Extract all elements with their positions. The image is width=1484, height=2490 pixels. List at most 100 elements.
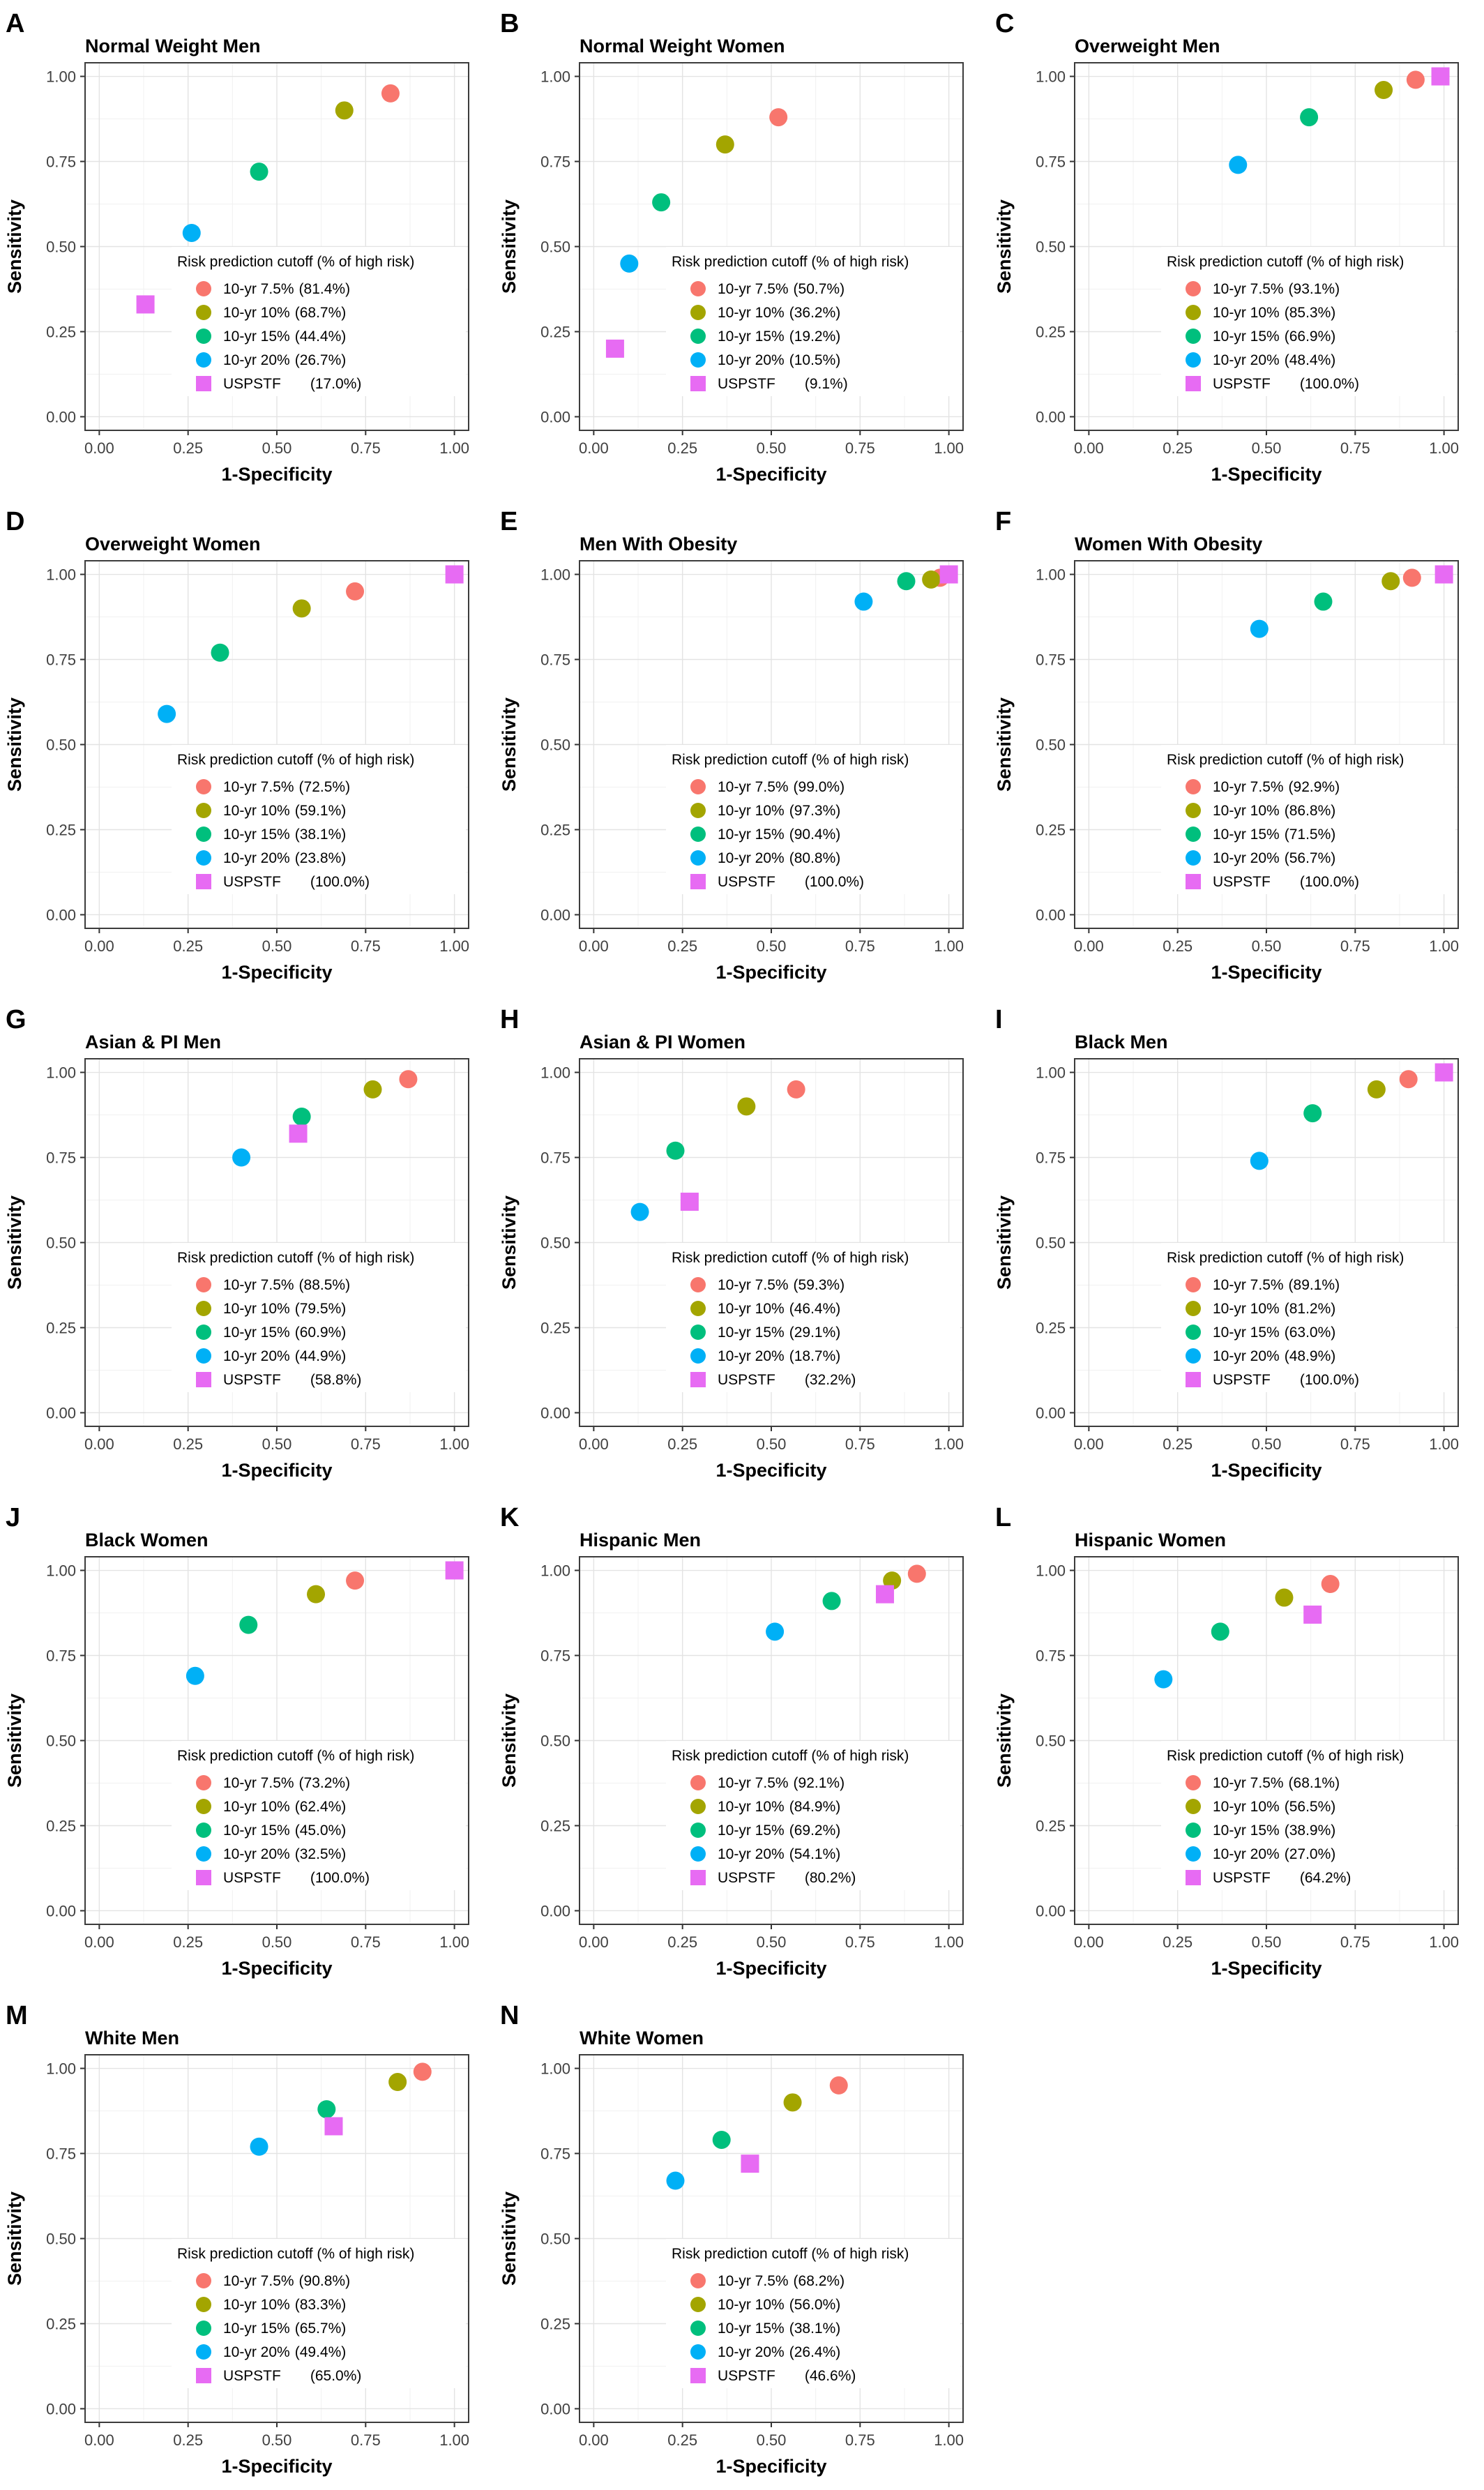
- legend-label: 10-yr 7.5% (68.1%): [1213, 1775, 1340, 1791]
- legend-label: USPSTF (100.0%): [1213, 376, 1359, 392]
- panel-border: [579, 2054, 964, 2423]
- legend-label: 10-yr 7.5% (92.1%): [718, 1775, 845, 1791]
- legend-title: Risk prediction cutoff (% of high risk): [1167, 1748, 1404, 1764]
- y-tick-label: 0.50: [540, 737, 570, 754]
- legend-swatch-circle: [196, 305, 211, 320]
- panel-border: [84, 560, 469, 929]
- panel-title: Men With Obesity: [580, 534, 737, 554]
- legend-label: 10-yr 20% (23.8%): [223, 850, 346, 866]
- legend-swatch-circle: [196, 2297, 211, 2312]
- x-tick-label: 1.00: [934, 2431, 964, 2449]
- x-tick-label: 0.00: [1074, 1933, 1104, 1951]
- legend-label: USPSTF (9.1%): [718, 376, 848, 392]
- y-tick-label: 0.50: [1036, 239, 1066, 256]
- y-tick-label: 0.00: [46, 906, 76, 923]
- x-tick-label: 0.25: [667, 2431, 697, 2449]
- data-point-10-yr-15-: [1300, 108, 1319, 127]
- x-tick-label: 0.00: [579, 937, 609, 955]
- legend-label: 10-yr 10% (81.2%): [1213, 1301, 1335, 1317]
- y-tick-label: 0.75: [46, 1149, 76, 1167]
- data-point-10-yr-20-: [854, 592, 873, 611]
- panel-letter: E: [500, 507, 517, 536]
- legend-label: 10-yr 7.5% (59.3%): [718, 1277, 845, 1293]
- y-tick-label: 1.00: [540, 68, 570, 86]
- legend-label: 10-yr 15% (71.5%): [1213, 827, 1335, 843]
- y-tick-label: 0.50: [540, 1235, 570, 1252]
- legend-swatch-circle: [196, 352, 211, 368]
- legend-label: 10-yr 15% (69.2%): [718, 1823, 840, 1839]
- x-tick-label: 1.00: [1429, 937, 1459, 955]
- x-tick-label: 1.00: [1429, 439, 1459, 457]
- y-tick-label: 0.25: [1036, 1817, 1066, 1834]
- y-tick-label: 0.00: [540, 906, 570, 923]
- panel-I: 0.00 0.00 0.25 0.25 0.50 0.50 0.75 0.75 1.00 1.00…: [990, 996, 1484, 1494]
- y-axis-title: Sensitivity: [4, 697, 25, 792]
- legend-swatch-circle: [1186, 305, 1201, 320]
- legend-title: Risk prediction cutoff (% of high risk): [672, 2246, 909, 2262]
- x-tick-label: 0.75: [351, 439, 381, 457]
- x-tick-label: 0.75: [351, 2431, 381, 2449]
- panel-border: [84, 1556, 469, 1925]
- x-tick-label: 0.00: [84, 1435, 114, 1453]
- legend-label: 10-yr 20% (48.4%): [1213, 352, 1335, 368]
- legend-title: Risk prediction cutoff (% of high risk): [672, 1748, 909, 1764]
- x-tick-label: 0.50: [757, 439, 787, 457]
- data-point-10-yr-7.5-: [1321, 1575, 1340, 1594]
- data-point-10-yr-20-: [1250, 1152, 1269, 1170]
- y-tick-label: 0.75: [1036, 651, 1066, 669]
- y-tick-label: 0.75: [540, 1647, 570, 1665]
- legend-swatch-circle: [690, 352, 706, 368]
- data-point-10-yr-15-: [897, 572, 916, 591]
- y-tick-label: 0.25: [540, 1817, 570, 1834]
- data-point-uspstf: [445, 565, 464, 584]
- data-point-10-yr-20-: [666, 2171, 685, 2190]
- y-tick-label: 0.75: [46, 2145, 76, 2163]
- legend-swatch-square: [1186, 1372, 1201, 1387]
- legend-label: 10-yr 20% (32.5%): [223, 1846, 346, 1862]
- legend-label: 10-yr 7.5% (99.0%): [718, 779, 845, 795]
- legend-label: 10-yr 20% (48.9%): [1213, 1348, 1335, 1364]
- panel-svg-F: 0.00 0.00 0.25 0.25 0.50 0.50 0.75 0.75 1.00 1.00…: [994, 507, 1459, 983]
- data-point-10-yr-20-: [158, 704, 176, 723]
- legend-title: Risk prediction cutoff (% of high risk): [672, 254, 909, 270]
- legend-swatch-circle: [1186, 1775, 1201, 1790]
- y-axis-title: Sensitivity: [499, 2191, 520, 2286]
- y-tick-label: 0.25: [46, 323, 76, 340]
- panel-D: 0.00 0.00 0.25 0.25 0.50 0.50 0.75 0.75 1.00 1.00…: [0, 498, 494, 996]
- legend-background: [666, 1741, 960, 1890]
- legend-label: 10-yr 15% (38.9%): [1213, 1823, 1335, 1839]
- y-tick-label: 0.50: [1036, 737, 1066, 754]
- legend-swatch-circle: [1186, 1348, 1201, 1364]
- x-tick-label: 0.50: [262, 439, 292, 457]
- legend-label: 10-yr 7.5% (93.1%): [1213, 281, 1340, 297]
- y-tick-label: 1.00: [1036, 566, 1066, 584]
- y-tick-label: 0.25: [46, 1319, 76, 1336]
- x-tick-label: 1.00: [439, 439, 469, 457]
- legend-swatch-circle: [1186, 1846, 1201, 1862]
- x-axis-title: 1-Specificity: [716, 1958, 826, 1979]
- y-tick-label: 0.75: [46, 153, 76, 171]
- data-point-10-yr-10-: [335, 101, 354, 120]
- panel-svg-G: 0.00 0.00 0.25 0.25 0.50 0.50 0.75 0.75 1.00 1.00…: [4, 1005, 469, 1481]
- legend-swatch-square: [690, 874, 706, 889]
- y-tick-label: 0.50: [46, 2231, 76, 2248]
- data-point-10-yr-15-: [239, 1615, 258, 1634]
- legend-label: USPSTF (100.0%): [718, 874, 864, 890]
- x-tick-label: 0.00: [1074, 937, 1104, 955]
- data-point-10-yr-7.5-: [399, 1070, 418, 1089]
- legend-label: 10-yr 7.5% (92.9%): [1213, 779, 1340, 795]
- y-tick-label: 0.75: [540, 651, 570, 669]
- legend-swatch-circle: [690, 803, 706, 818]
- legend-label: 10-yr 20% (26.4%): [718, 2344, 840, 2360]
- legend-swatch-circle: [196, 329, 211, 344]
- x-tick-label: 0.75: [845, 1435, 875, 1453]
- x-tick-label: 0.50: [262, 2431, 292, 2449]
- panel-border: [84, 1058, 469, 1427]
- legend-swatch-circle: [1186, 779, 1201, 794]
- legend-swatch-circle: [196, 2344, 211, 2360]
- y-axis-title: Sensitivity: [499, 1195, 520, 1290]
- data-point-10-yr-15-: [712, 2130, 731, 2149]
- x-tick-label: 0.50: [757, 937, 787, 955]
- panel-svg-M: 0.00 0.00 0.25 0.25 0.50 0.50 0.75 0.75 1.00 1.00…: [4, 2001, 469, 2477]
- y-tick-label: 1.00: [46, 2060, 76, 2078]
